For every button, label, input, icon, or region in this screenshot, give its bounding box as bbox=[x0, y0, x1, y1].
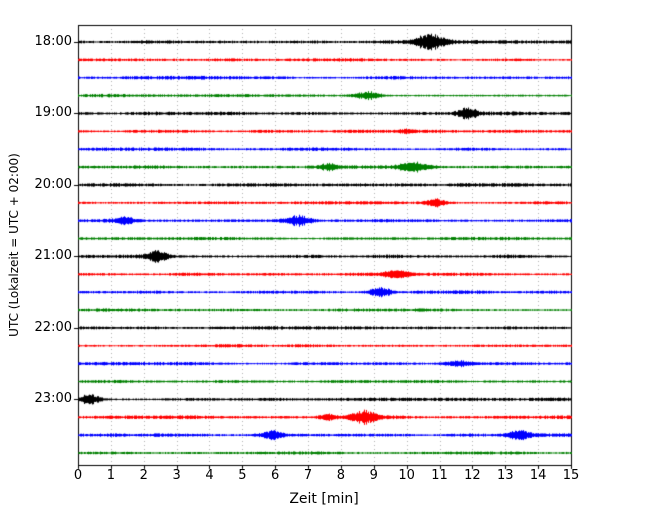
x-tick-label: 13 bbox=[496, 468, 514, 483]
x-axis-label: Zeit [min] bbox=[289, 491, 359, 507]
x-tick-label: 3 bbox=[172, 468, 181, 483]
x-tick-label: 15 bbox=[562, 468, 580, 483]
x-tick-label: 0 bbox=[73, 468, 83, 483]
x-tick-label: 8 bbox=[336, 468, 346, 483]
x-tick-label: 5 bbox=[238, 468, 247, 483]
y-tick-label: 22:00 bbox=[34, 319, 72, 335]
x-tick-label: 14 bbox=[529, 468, 547, 483]
y-tick-label: 18:00 bbox=[34, 34, 72, 49]
y-tick-label: 21:00 bbox=[34, 248, 72, 264]
x-tick-label: 7 bbox=[303, 468, 313, 483]
x-tick-label: 1 bbox=[106, 468, 115, 483]
x-tick-label: 12 bbox=[464, 468, 481, 483]
x-tick-label: 4 bbox=[205, 468, 214, 483]
x-tick-label: 6 bbox=[271, 468, 280, 483]
y-tick-label: 19:00 bbox=[34, 105, 72, 121]
y-tick-label: 23:00 bbox=[34, 391, 72, 407]
x-tick-label: 9 bbox=[369, 468, 378, 483]
x-tick-label: 10 bbox=[398, 468, 415, 483]
y-tick-label: 20:00 bbox=[34, 176, 72, 192]
x-tick-label: 2 bbox=[139, 468, 148, 483]
x-tick-label: 11 bbox=[431, 468, 448, 483]
y-axis-label: UTC (Lokalzeit = UTC + 02:00) bbox=[7, 153, 21, 337]
